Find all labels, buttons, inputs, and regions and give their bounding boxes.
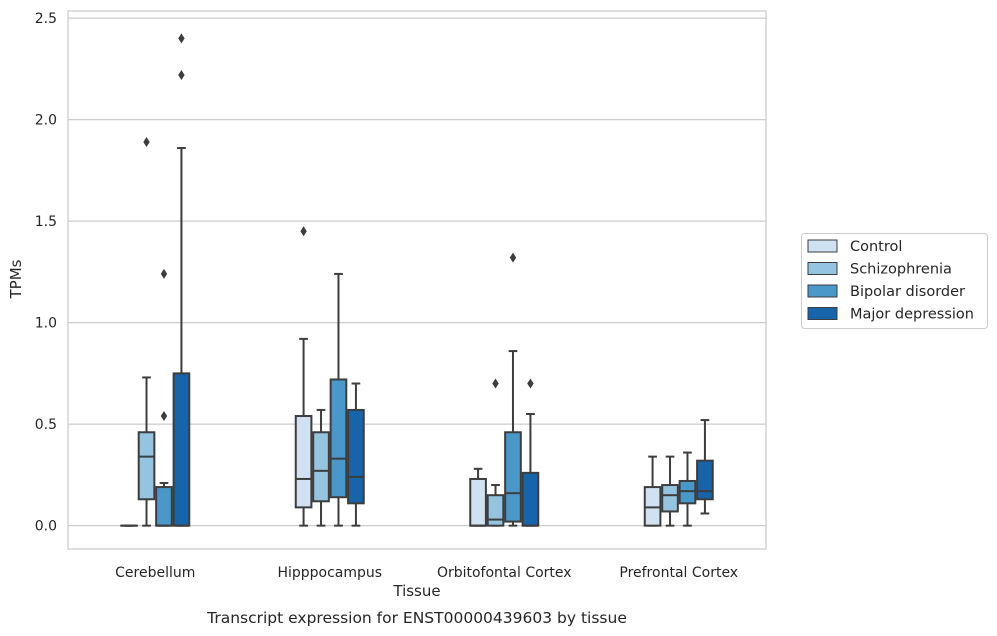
legend-label: Bipolar disorder <box>850 284 965 300</box>
box-group-1 <box>294 226 365 527</box>
box <box>486 494 505 527</box>
legend-swatch <box>807 284 838 298</box>
x-tick-label: Cerebellum <box>115 565 195 581</box>
box-group-3 <box>643 419 714 527</box>
box <box>294 415 313 509</box>
box-group-0 <box>120 33 191 527</box>
legend-swatch <box>807 239 838 253</box>
y-tick-label: 0.5 <box>35 417 57 433</box>
box <box>661 484 679 513</box>
outlier-point <box>527 378 534 389</box>
legend-label: Schizophrenia <box>850 262 952 278</box>
box <box>155 486 173 527</box>
box <box>347 408 365 505</box>
y-tick-labels: 0.0 0.5 1.0 1.5 2.0 2.5 <box>35 11 57 535</box>
chart-caption: Transcript expression for ENST0000043960… <box>206 609 627 627</box>
plot-frame <box>67 10 767 550</box>
box <box>469 477 487 527</box>
box-group-2 <box>469 252 540 527</box>
y-tick-label: 0.0 <box>35 519 57 535</box>
outlier-point <box>143 136 150 147</box>
legend-label: Control <box>850 239 902 255</box>
x-tick-labels: Cerebellum Hipppocampus Orbitofontal Corte… <box>115 565 738 581</box>
box <box>312 431 330 503</box>
x-axis-label: Tissue <box>392 582 440 600</box>
legend-label: Major depression <box>850 307 974 323</box>
outlier-point <box>160 411 168 422</box>
y-axis-label: TPMs <box>7 259 25 299</box>
outlier-point <box>178 69 185 80</box>
legend-swatch <box>807 262 838 275</box>
box <box>678 479 697 505</box>
box <box>696 459 714 501</box>
x-tick-label: Orbitofontal Cortex <box>437 565 572 581</box>
y-tick-label: 1.5 <box>35 214 57 230</box>
outlier-point <box>178 33 185 44</box>
y-tick-label: 2.5 <box>35 11 57 27</box>
x-tick-label: Hipppocampus <box>277 565 382 581</box>
legend: Control Schizophrenia Bipolar disorder Majo… <box>801 233 988 329</box>
legend-frame <box>801 233 988 329</box>
outlier-point <box>160 268 168 279</box>
legend-swatch <box>807 307 838 320</box>
box <box>521 471 540 527</box>
box <box>504 431 522 523</box>
box <box>643 486 662 527</box>
y-tick-label: 1.0 <box>35 316 57 332</box>
outlier-point <box>492 378 499 389</box>
box <box>172 372 191 527</box>
box <box>137 431 156 501</box>
box <box>329 378 348 499</box>
outlier-point <box>300 226 307 237</box>
box-groups <box>120 33 714 527</box>
x-tick-label: Prefrontal Cortex <box>619 565 738 581</box>
outlier-point <box>509 252 517 263</box>
y-tick-label: 2.0 <box>35 113 57 129</box>
